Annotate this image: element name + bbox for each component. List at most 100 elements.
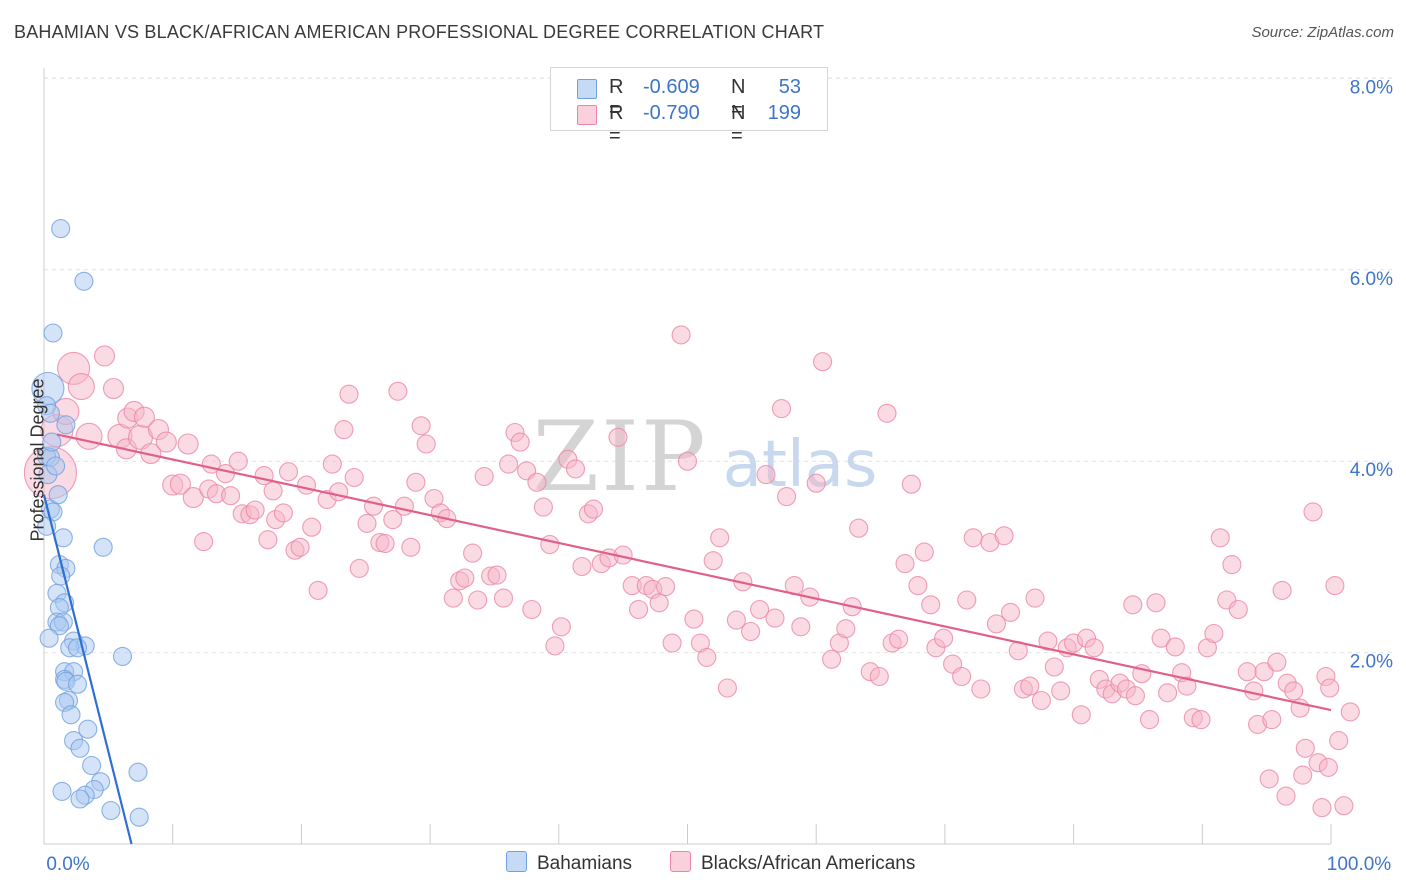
- blacks-point: [540, 534, 560, 555]
- blacks-point: [1293, 765, 1313, 785]
- blacks-point: [750, 599, 770, 620]
- x-tick-label-min: 0.0%: [46, 854, 89, 875]
- blacks-point: [551, 617, 571, 637]
- blacks-point: [703, 551, 723, 571]
- series-bahamians-points: [31, 219, 149, 827]
- blacks-point: [182, 487, 204, 509]
- blacks-point: [1303, 502, 1323, 522]
- blacks-point: [499, 454, 519, 474]
- bahamian-point: [101, 800, 121, 821]
- blacks-point: [1084, 638, 1104, 658]
- blacks-point: [443, 588, 463, 608]
- blacks-point: [416, 434, 436, 454]
- blacks-point: [349, 558, 369, 578]
- blacks-point: [710, 528, 730, 548]
- blacks-point: [322, 454, 342, 474]
- blacks-point: [1000, 602, 1021, 622]
- n-label: N =: [731, 76, 746, 121]
- blacks-point: [1318, 757, 1338, 777]
- blacks-point: [1158, 683, 1178, 703]
- blacks-point: [334, 420, 354, 440]
- blacks-point: [487, 565, 507, 585]
- blacks-point: [1340, 702, 1360, 722]
- blacks-point: [296, 475, 317, 495]
- y-tick-labels: 2.0% 4.0% 6.0% 8.0%: [1350, 77, 1393, 672]
- r-value: -0.790: [643, 102, 700, 124]
- blacks-point: [756, 465, 776, 485]
- bahamian-point: [51, 219, 71, 239]
- blacks-point: [468, 590, 488, 610]
- blacks-point: [273, 503, 293, 523]
- y-tick-label: 4.0%: [1350, 460, 1393, 481]
- blacks-point: [102, 377, 125, 400]
- bahamian-point: [67, 674, 88, 694]
- blacks-point: [629, 599, 649, 620]
- blacks-point: [1254, 662, 1274, 682]
- blacks-point: [308, 580, 328, 600]
- source-label: Source: ZipAtlas.com: [1251, 24, 1394, 41]
- blacks-point: [1191, 710, 1211, 730]
- blacks-point: [684, 609, 704, 629]
- blacks-point: [245, 500, 265, 520]
- blacks-point: [986, 614, 1006, 634]
- blacks-point: [1284, 681, 1304, 701]
- blacks-point: [394, 496, 414, 516]
- blacks-point: [1151, 628, 1171, 648]
- legend-label: Bahamians: [537, 853, 633, 874]
- blacks-point: [1262, 710, 1282, 730]
- blacks-point: [1267, 652, 1287, 672]
- correlation-legend: R = -0.609 N = 53 R = -0.790 N = 199: [550, 67, 828, 147]
- blacks-point: [1139, 710, 1160, 730]
- bahamian-point: [78, 719, 98, 739]
- bahamian-point: [70, 789, 90, 809]
- bahamian-point: [48, 485, 68, 505]
- blacks-point: [889, 629, 909, 649]
- blacks-point: [1222, 555, 1242, 575]
- blacks-point: [1177, 676, 1197, 696]
- legend-swatch-pink: [670, 851, 691, 872]
- blacks-point: [791, 617, 811, 637]
- blacks-point: [522, 599, 542, 620]
- blacks-point: [93, 345, 116, 367]
- blacks-point: [1204, 623, 1224, 644]
- blacks-point: [1329, 731, 1349, 751]
- x-tick-labels: 0.0% 100.0%: [46, 854, 1391, 875]
- blacks-point: [869, 666, 889, 687]
- bahamian-point: [61, 705, 81, 725]
- blacks-point: [572, 556, 592, 577]
- blacks-point: [1295, 738, 1315, 758]
- legend-label: Blacks/African Americans: [701, 853, 916, 874]
- legend-swatch-pink: [577, 105, 597, 125]
- legend-swatch-blue: [577, 79, 597, 99]
- y-tick-label: 6.0%: [1350, 269, 1393, 290]
- blacks-point: [565, 459, 586, 479]
- y-tick-label: 8.0%: [1350, 77, 1393, 98]
- legend-item-blacks: Blacks/African Americans: [670, 851, 915, 875]
- blacks-point: [463, 543, 483, 563]
- blacks-point: [908, 576, 928, 596]
- blacks-point: [1165, 637, 1185, 657]
- n-value: 53: [778, 76, 801, 98]
- bahamian-point: [42, 432, 62, 452]
- bahamian-point: [39, 628, 59, 648]
- blacks-point: [971, 679, 991, 699]
- blacks-point: [1334, 796, 1354, 816]
- blacks-point: [1228, 599, 1248, 620]
- blacks-point: [914, 542, 934, 562]
- bahamian-point: [93, 537, 113, 557]
- blacks-point: [383, 510, 403, 530]
- blacks-point: [533, 497, 553, 517]
- bahamian-point: [49, 616, 69, 636]
- watermark-atlas: atlas: [723, 428, 878, 502]
- trend-line-blacks: [56, 433, 1332, 712]
- blacks-point: [934, 628, 954, 648]
- blacks-point: [777, 487, 797, 507]
- blacks-point: [474, 466, 494, 487]
- blacks-point: [649, 593, 669, 613]
- blacks-point: [329, 482, 349, 502]
- x-tick-label-max: 100.0%: [1327, 854, 1392, 875]
- blacks-point: [741, 621, 761, 642]
- blacks-point: [1259, 769, 1279, 789]
- blacks-point: [901, 474, 921, 494]
